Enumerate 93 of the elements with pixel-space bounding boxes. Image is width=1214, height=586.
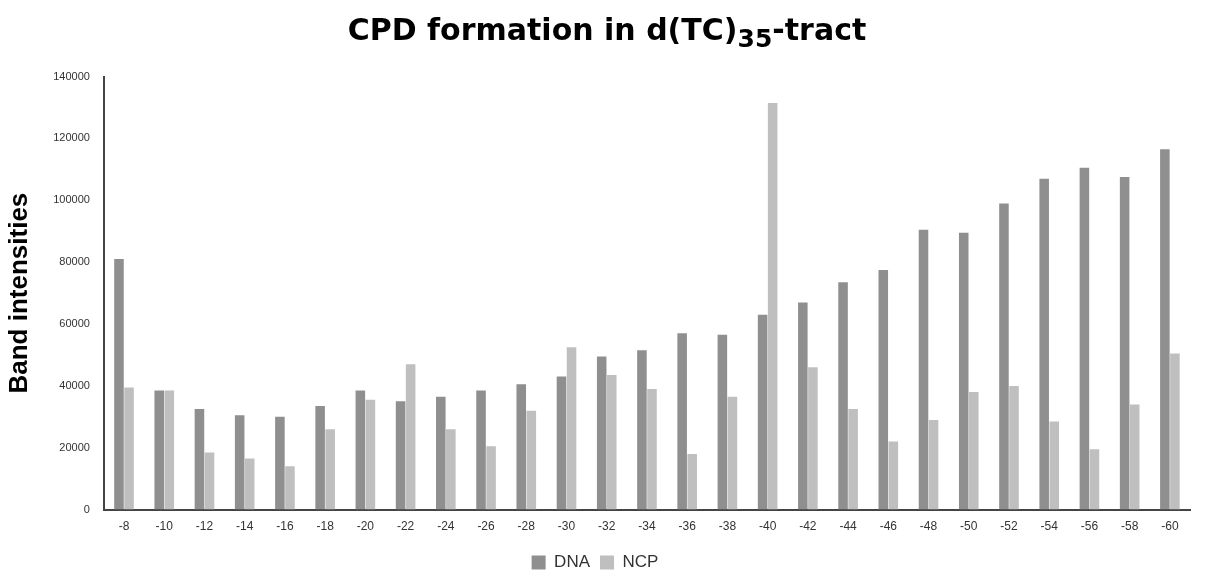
y-tick-label: 20000 xyxy=(59,440,90,453)
bar xyxy=(476,390,486,510)
bar xyxy=(878,269,889,510)
bar xyxy=(1160,149,1170,510)
bar xyxy=(606,375,617,510)
legend-label: DNA xyxy=(554,552,591,572)
bar xyxy=(436,396,446,510)
x-tick-label: -44 xyxy=(839,519,858,534)
bar xyxy=(234,415,245,510)
bar xyxy=(325,429,335,510)
bar xyxy=(1009,385,1019,510)
bar xyxy=(194,409,205,510)
x-tick-label: -58 xyxy=(1120,519,1139,534)
bar xyxy=(204,452,215,510)
bar xyxy=(275,416,285,510)
x-tick-label: -50 xyxy=(960,519,978,534)
bar xyxy=(355,390,366,510)
legend-label: NCP xyxy=(622,552,659,572)
y-tick-label: 80000 xyxy=(59,255,90,268)
x-tick-label: -28 xyxy=(517,519,536,534)
x-tick-label: -20 xyxy=(356,519,375,534)
bar xyxy=(969,392,979,510)
bar xyxy=(285,466,295,510)
bar xyxy=(164,390,175,510)
x-tick-label: -48 xyxy=(919,519,938,534)
y-tick-label: 40000 xyxy=(59,378,90,391)
x-tick-label: -60 xyxy=(1161,519,1179,534)
chart-title: CPD formation in d(TC)$_{35}$-tract xyxy=(346,12,868,55)
y-tick-label: 100000 xyxy=(53,193,90,206)
x-tick-label: -38 xyxy=(718,519,737,534)
x-tick-label: -32 xyxy=(598,519,616,534)
bar xyxy=(556,376,567,510)
bar xyxy=(808,367,818,510)
bar xyxy=(677,333,687,510)
bar xyxy=(516,384,527,510)
bar xyxy=(999,203,1009,510)
bar xyxy=(687,453,697,510)
bar xyxy=(838,282,848,510)
bar xyxy=(767,102,778,510)
bar xyxy=(1039,178,1049,510)
x-tick-label: -54 xyxy=(1040,519,1059,534)
x-tick-label: -42 xyxy=(799,519,817,534)
bar xyxy=(928,419,939,510)
bar xyxy=(405,364,416,510)
bar xyxy=(888,441,899,510)
bar xyxy=(566,347,577,510)
x-tick-label: -12 xyxy=(195,519,214,534)
bar xyxy=(1049,421,1060,510)
bar xyxy=(596,356,607,510)
bar xyxy=(848,409,858,510)
bar xyxy=(1089,449,1100,510)
bar xyxy=(1079,167,1090,510)
x-tick-label: -56 xyxy=(1080,519,1099,534)
y-tick-label: 140000 xyxy=(53,69,90,82)
bar xyxy=(1170,353,1180,510)
x-tick-label: -10 xyxy=(155,519,174,534)
bar xyxy=(446,429,456,510)
x-tick-label: -24 xyxy=(437,519,455,534)
bar xyxy=(114,259,124,510)
y-tick-label: 120000 xyxy=(53,131,90,144)
bar xyxy=(918,229,929,510)
bar xyxy=(395,401,406,510)
x-tick-label: -26 xyxy=(477,519,496,534)
x-tick-label: -36 xyxy=(678,519,697,534)
x-tick-label: -40 xyxy=(758,519,777,534)
x-tick-label: -30 xyxy=(557,519,576,534)
bar xyxy=(365,399,376,510)
x-tick-label: -8 xyxy=(118,519,130,534)
bar xyxy=(526,410,537,510)
bar xyxy=(1129,404,1140,510)
x-tick-label: -14 xyxy=(236,519,254,534)
x-tick-label: -46 xyxy=(879,519,898,534)
bar xyxy=(727,396,738,510)
x-tick-label: -22 xyxy=(396,519,415,534)
y-tick-label: 60000 xyxy=(59,317,90,330)
bar xyxy=(637,350,647,510)
y-tick-label: 0 xyxy=(83,502,90,515)
x-tick-label: -52 xyxy=(1000,519,1018,534)
bar xyxy=(154,390,164,510)
bar xyxy=(958,232,969,510)
bar xyxy=(647,388,657,510)
bar xyxy=(717,334,728,510)
bar xyxy=(798,302,808,510)
bar xyxy=(486,446,496,510)
x-tick-label: -16 xyxy=(276,519,294,534)
bar xyxy=(1119,177,1130,510)
bar xyxy=(244,458,255,510)
y-axis-title: Band intensities xyxy=(2,192,33,394)
bar xyxy=(124,387,134,510)
x-tick-label: -34 xyxy=(638,519,656,534)
bar xyxy=(315,405,325,510)
bar xyxy=(757,314,768,510)
x-tick-label: -18 xyxy=(316,519,335,534)
